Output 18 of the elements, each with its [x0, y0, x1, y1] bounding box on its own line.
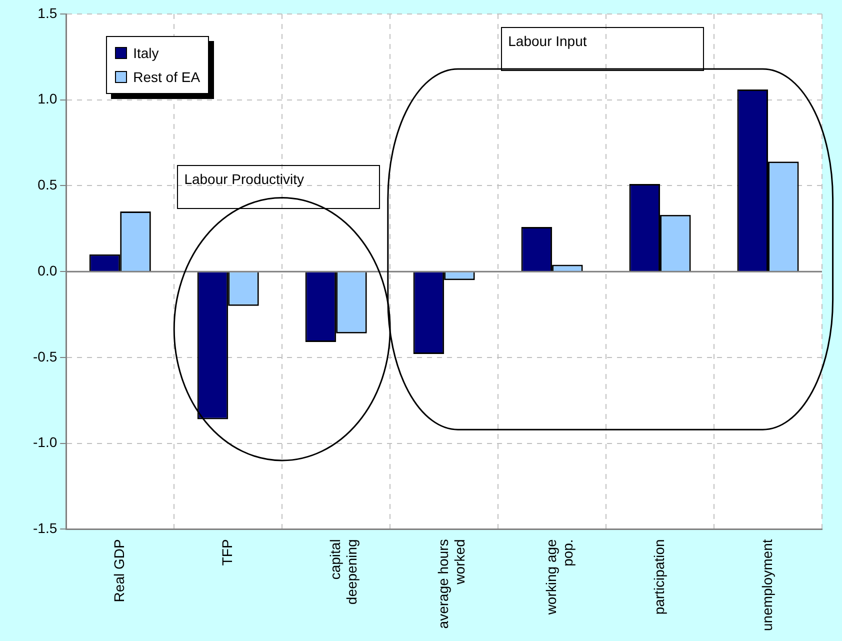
label-box: Labour Productivity [177, 164, 380, 209]
x-tick-label: unemployment [758, 539, 775, 631]
y-tick-label: 1.5 [38, 4, 58, 21]
y-tick-label: 0.0 [38, 262, 58, 278]
legend-label: Rest of EA [133, 69, 200, 85]
y-tick-label: -1.0 [33, 434, 58, 450]
y-tick-label: -1.5 [33, 520, 58, 536]
label-box: Labour Input [501, 27, 704, 72]
y-tick-label: -0.5 [33, 348, 58, 364]
legend-label: Italy [133, 45, 159, 61]
x-tick-label: Real GDP [110, 539, 127, 602]
y-tick-label: 1.0 [38, 90, 58, 107]
x-tick-label: average hours worked [434, 539, 468, 629]
x-tick-label: participation [650, 539, 667, 615]
x-tick-label: capital deepening [326, 539, 360, 605]
x-tick-label: TFP [218, 539, 235, 566]
x-tick-label: working age pop. [542, 538, 576, 616]
y-tick-label: 0.5 [38, 176, 58, 193]
